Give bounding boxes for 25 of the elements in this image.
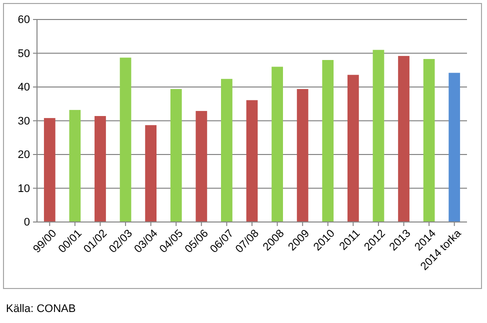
bar [170,89,182,222]
bar [296,89,308,222]
bar [145,125,157,222]
text: Källa: CONAB [6,303,76,315]
y-tick-label: 20 [18,149,30,162]
bar [69,110,81,222]
bar [448,72,460,222]
bar [120,58,132,222]
y-tick-label: 0 [24,216,30,229]
y-tick-label: 30 [18,115,30,128]
bar [44,118,56,222]
bar [322,60,334,222]
bar [347,74,359,222]
y-tick-label: 10 [18,182,30,195]
bar [372,50,384,222]
y-tick-label: 60 [18,14,30,26]
bar [398,56,410,222]
bar [272,66,283,222]
bar [423,58,435,222]
bar [94,116,106,222]
bar [246,100,258,222]
bar [196,110,208,222]
bar [221,78,232,222]
y-tick-label: 40 [18,82,30,94]
y-tick-label: 50 [18,48,30,60]
